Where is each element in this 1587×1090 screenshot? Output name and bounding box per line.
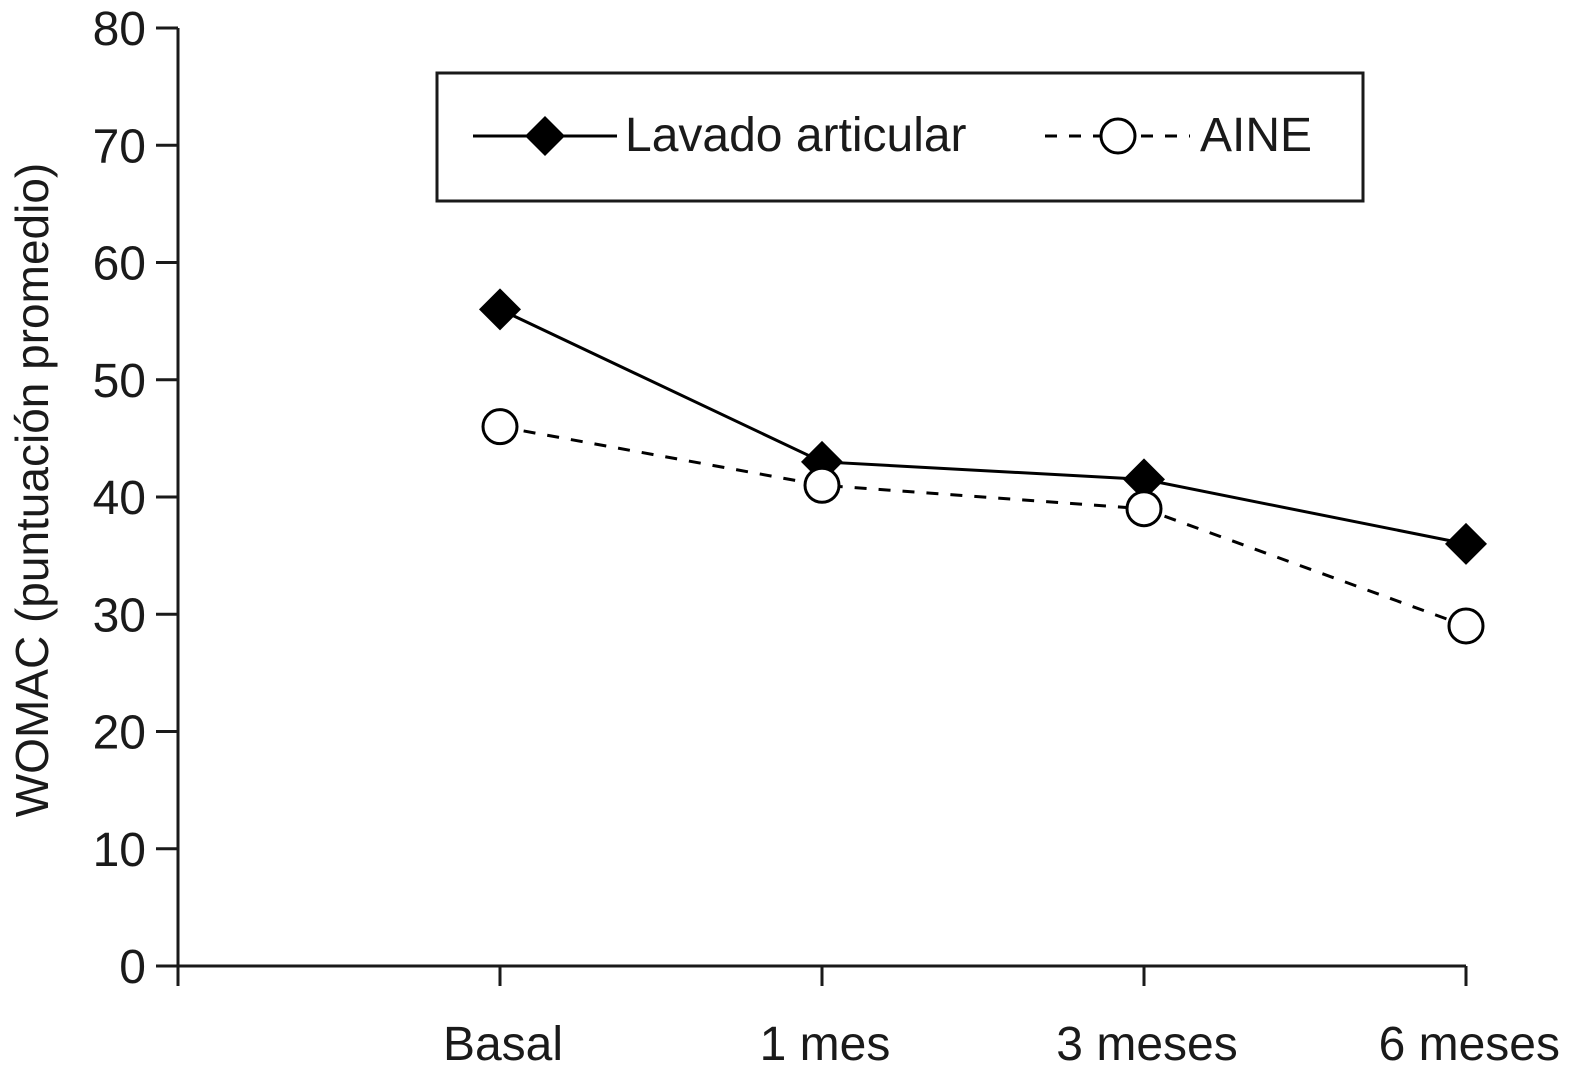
data-point-lavado bbox=[479, 288, 521, 331]
y-tick-label: 80 bbox=[93, 3, 146, 56]
legend-label-aine: AINE bbox=[1200, 109, 1312, 162]
y-tick-label: 70 bbox=[93, 120, 146, 173]
y-ticks: 0 10 20 30 40 50 60 70 80 bbox=[93, 3, 178, 994]
y-tick-label: 60 bbox=[93, 238, 146, 291]
x-tick-label: 6 meses bbox=[1379, 1018, 1560, 1071]
data-point-aine bbox=[1447, 607, 1485, 645]
y-tick-label: 30 bbox=[93, 589, 146, 642]
y-tick-label: 20 bbox=[93, 707, 146, 760]
x-ticks: Basal 1 mes 3 meses 6 meses bbox=[176, 966, 1560, 1071]
legend-marker-lavado-diamond-icon bbox=[525, 116, 565, 156]
legend: Lavado articular AINE bbox=[435, 71, 1365, 203]
x-tick-label: 1 mes bbox=[760, 1018, 891, 1071]
data-point-lavado bbox=[1445, 522, 1487, 565]
y-tick-label: 50 bbox=[93, 355, 146, 408]
series-line-aine bbox=[499, 425, 1467, 628]
y-tick-label: 0 bbox=[119, 941, 146, 994]
data-point-aine bbox=[481, 408, 519, 446]
data-point-aine bbox=[1125, 490, 1163, 528]
series-layer bbox=[479, 288, 1487, 645]
data-point-lavado bbox=[1123, 458, 1165, 501]
series-line-lavado bbox=[499, 308, 1467, 546]
x-tick-label: Basal bbox=[443, 1018, 563, 1071]
data-point-aine bbox=[803, 466, 841, 504]
y-tick-label: 10 bbox=[93, 824, 146, 877]
x-tick-label: 3 meses bbox=[1056, 1018, 1237, 1071]
legend-marker-aine-circle-icon bbox=[1099, 117, 1137, 155]
y-axis-title: WOMAC (puntuación promedio) bbox=[6, 163, 58, 817]
y-tick-label: 40 bbox=[93, 472, 146, 525]
legend-label-lavado: Lavado articular bbox=[625, 109, 967, 162]
